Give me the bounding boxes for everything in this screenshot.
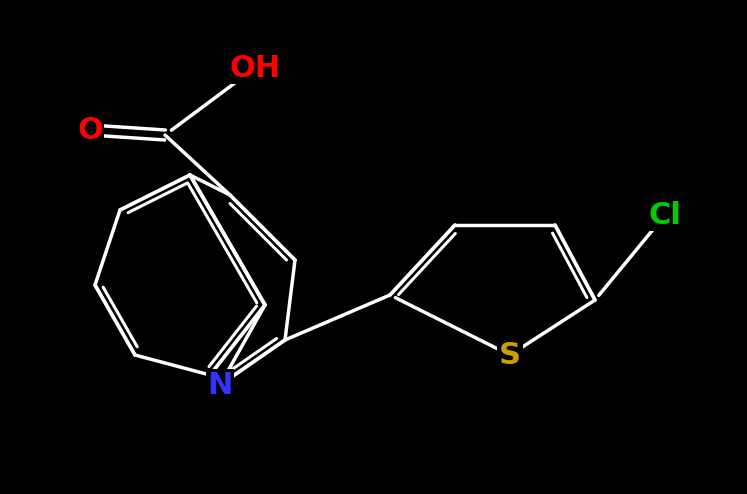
Text: OH: OH [229, 53, 281, 82]
Text: N: N [208, 370, 232, 400]
Text: O: O [77, 116, 103, 145]
Text: S: S [499, 340, 521, 370]
Text: Cl: Cl [648, 201, 681, 230]
